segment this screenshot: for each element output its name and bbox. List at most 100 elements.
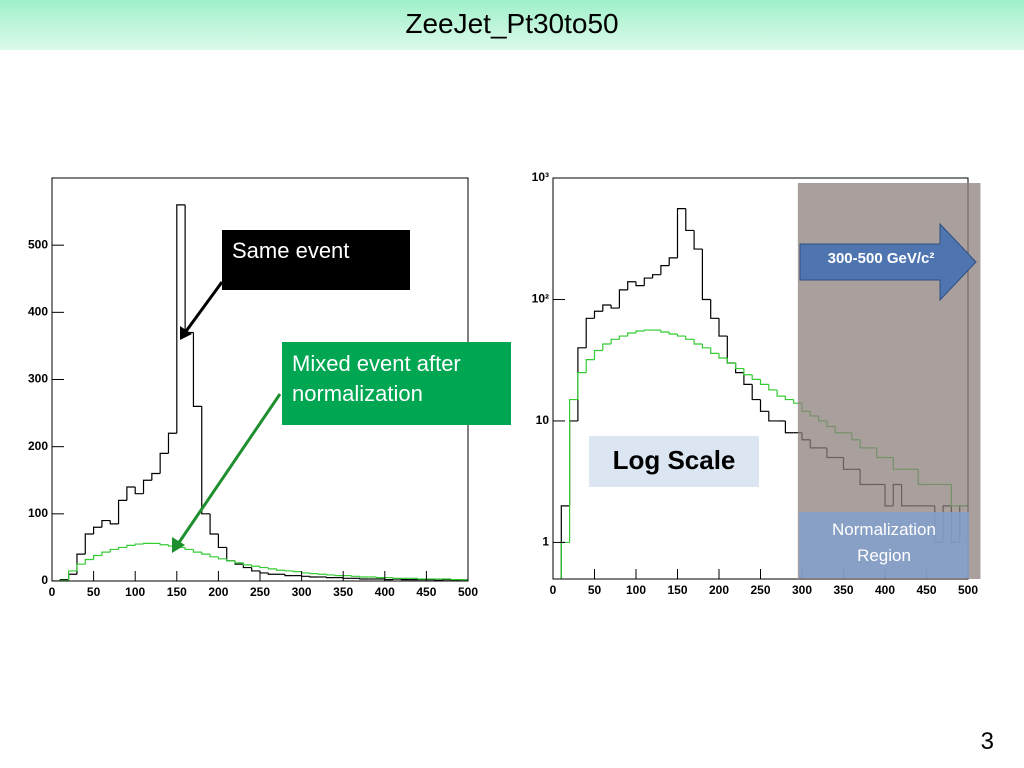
title-bar xyxy=(0,0,1024,50)
histogram-bin xyxy=(718,318,728,337)
histogram-bin xyxy=(217,533,227,549)
histogram-bin xyxy=(151,472,161,481)
histogram-bin xyxy=(585,317,595,348)
arrow-head xyxy=(172,537,185,553)
x-tick-label: 400 xyxy=(875,583,895,597)
histogram-bin xyxy=(226,547,236,562)
histogram-bin xyxy=(93,526,102,534)
histogram-bin xyxy=(643,329,653,332)
histogram-bin xyxy=(627,281,636,290)
histogram-bin xyxy=(167,432,177,454)
y-tick-label: 0 xyxy=(41,573,48,587)
histogram-bin xyxy=(668,257,678,266)
histogram-bin xyxy=(610,305,620,309)
histogram-bin xyxy=(117,546,127,550)
x-tick-label: 200 xyxy=(709,583,729,597)
histogram-bin xyxy=(217,556,227,560)
histogram-bin xyxy=(726,336,736,364)
histogram-bin xyxy=(109,520,119,525)
histogram-bin xyxy=(676,333,686,337)
histogram-bin xyxy=(602,343,612,351)
histogram-bin xyxy=(325,576,335,579)
y-tick-label: 1 xyxy=(542,535,549,549)
slide-title: ZeeJet_Pt30to50 xyxy=(405,8,619,39)
histogram-bin xyxy=(201,406,211,515)
histogram-bin xyxy=(359,578,369,580)
histogram-bin xyxy=(618,335,628,340)
x-tick-label: 150 xyxy=(667,583,687,597)
histogram-bin xyxy=(251,567,260,572)
x-tick-label: 0 xyxy=(49,585,56,599)
histogram-bin xyxy=(660,265,670,275)
x-tick-label: 50 xyxy=(588,583,602,597)
histogram-bin xyxy=(676,207,686,258)
histogram-bin xyxy=(126,544,136,548)
histogram-bin xyxy=(560,541,570,579)
histogram-bin xyxy=(184,204,194,334)
histogram-bin xyxy=(251,564,260,567)
histogram-bin xyxy=(242,562,252,566)
histogram-bin xyxy=(759,399,769,412)
histogram-bin xyxy=(450,578,460,581)
histogram-bin xyxy=(685,336,695,340)
histogram-bin xyxy=(759,379,769,385)
histogram-bin xyxy=(209,513,219,535)
histogram-bin xyxy=(560,505,570,579)
histogram-bin xyxy=(309,576,319,578)
range-arrow xyxy=(799,222,977,302)
histogram-bin xyxy=(292,570,302,573)
histogram-bin xyxy=(593,310,603,319)
histogram-bin xyxy=(726,357,736,364)
y-tick-label: 300 xyxy=(28,372,48,386)
page-number: 3 xyxy=(980,728,994,755)
arrow-head xyxy=(180,326,192,340)
histogram-bin xyxy=(635,281,645,287)
annotation: Same event xyxy=(222,230,410,290)
histogram-bin xyxy=(134,543,144,546)
histogram-bin xyxy=(267,567,277,570)
histogram-bin xyxy=(442,579,452,581)
x-tick-label: 450 xyxy=(916,583,936,597)
x-tick-label: 150 xyxy=(167,585,187,599)
histogram-bin xyxy=(718,353,728,359)
histogram-bin xyxy=(776,389,786,397)
histogram-bin xyxy=(618,289,628,309)
histogram-bin xyxy=(201,552,211,555)
histogram-bin xyxy=(743,368,753,376)
histogram-bin xyxy=(710,299,719,319)
histogram-bin xyxy=(751,384,761,401)
x-tick-label: 100 xyxy=(125,585,145,599)
x-tick-label: 300 xyxy=(792,583,812,597)
y-tick-label: 100 xyxy=(28,506,48,520)
histogram-bin xyxy=(334,574,344,577)
histogram-bin xyxy=(284,570,294,572)
histogram-bin xyxy=(743,372,753,385)
histogram-bin xyxy=(84,558,94,565)
histogram-bin xyxy=(751,374,761,380)
histogram-bin xyxy=(259,570,269,574)
histogram-bin xyxy=(610,338,620,345)
annotation: Normalization Region xyxy=(799,512,969,578)
histogram-bin xyxy=(350,575,360,577)
histogram-bin xyxy=(301,571,310,574)
histogram-bin xyxy=(101,519,111,528)
histogram-bin xyxy=(134,486,144,495)
x-tick-label: 350 xyxy=(833,583,853,597)
x-tick-label: 400 xyxy=(375,585,395,599)
histogram-bin xyxy=(342,577,352,579)
histogram-bin xyxy=(284,574,294,577)
histogram-bin xyxy=(325,574,335,576)
x-tick-label: 100 xyxy=(626,583,646,597)
histogram-bin xyxy=(693,339,703,345)
histogram-bin xyxy=(359,576,369,578)
x-tick-label: 500 xyxy=(958,583,978,597)
histogram-bin xyxy=(701,249,711,301)
histogram-bin xyxy=(375,576,385,579)
histogram-bin xyxy=(768,384,778,391)
histogram-bin xyxy=(434,579,444,581)
histogram-bin xyxy=(735,362,744,370)
histogram-bin xyxy=(784,420,794,434)
histogram-bin xyxy=(668,331,678,335)
histogram-bin xyxy=(643,277,653,286)
histogram-bin xyxy=(585,358,595,373)
